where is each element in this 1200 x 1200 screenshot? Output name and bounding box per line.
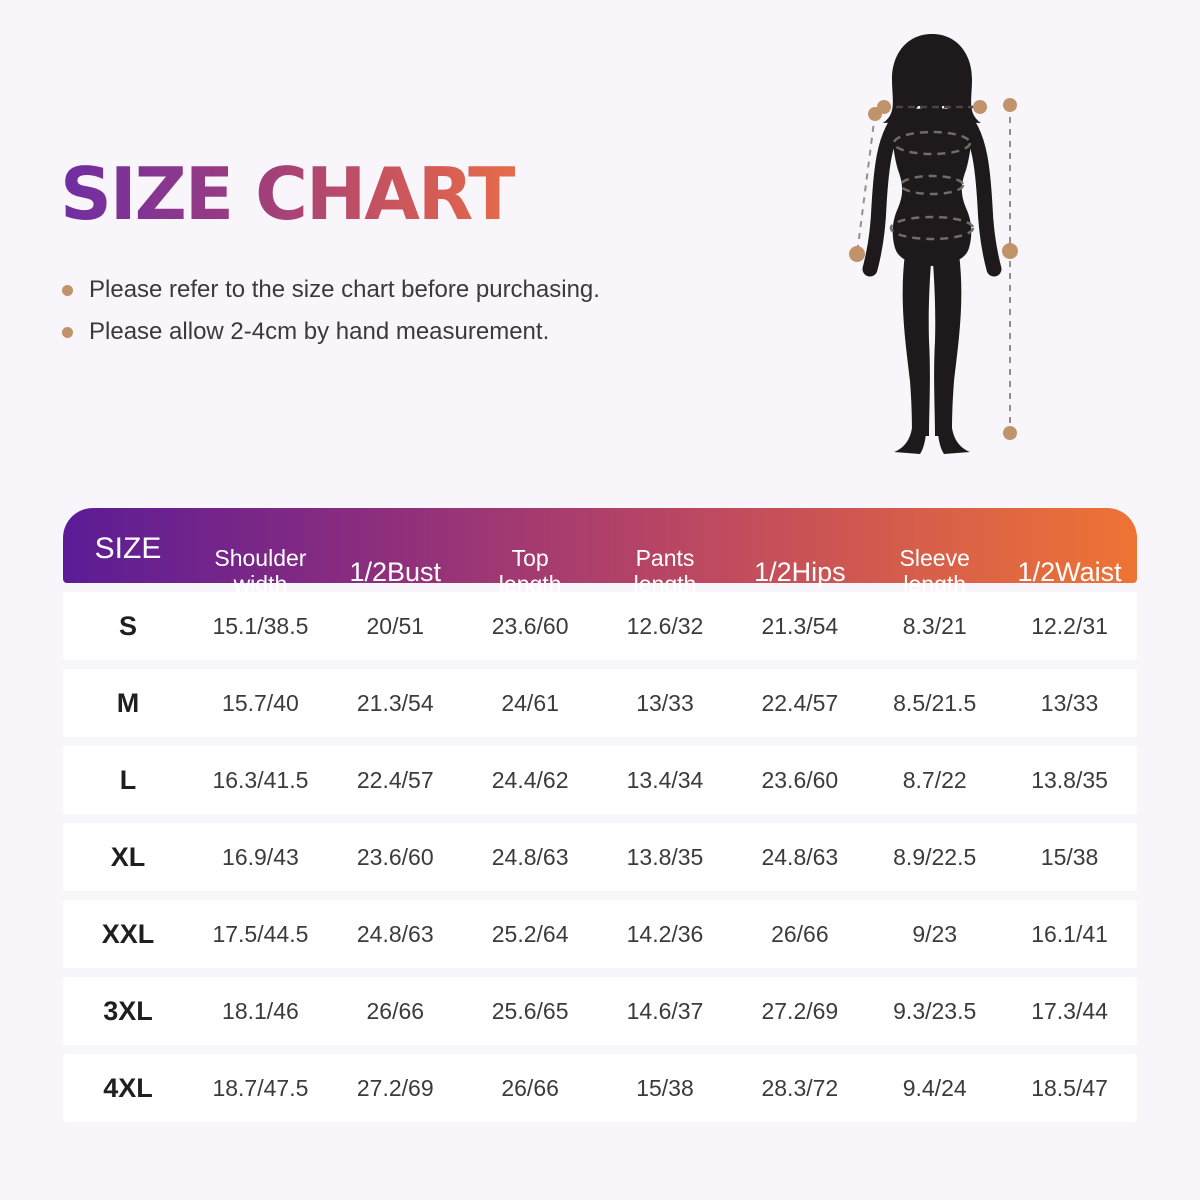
cell: 9/23 bbox=[912, 920, 958, 947]
cell: 15.7/40 bbox=[222, 689, 299, 716]
bust-measure-ellipse bbox=[892, 130, 972, 156]
note-item: Please refer to the size chart before pu… bbox=[62, 276, 600, 304]
cell: 12.6/32 bbox=[626, 612, 704, 639]
notes-list: Please refer to the size chart before pu… bbox=[62, 276, 600, 360]
size-label: XL bbox=[110, 841, 146, 872]
cell: 15.1/38.5 bbox=[212, 612, 309, 639]
cell: 13/33 bbox=[1040, 689, 1099, 716]
cell: 24.8/63 bbox=[491, 843, 569, 870]
cell: 13.4/34 bbox=[626, 766, 704, 793]
table-header-row: SIZE (in/cm) Shoulder width 1/2Bust Top … bbox=[63, 508, 1137, 609]
table-row-3xl: 3XL 18.1/46 26/66 25.6/65 14.6/37 27.2/6… bbox=[63, 977, 1137, 1045]
column-header-pants-length: Pants length bbox=[633, 545, 697, 597]
cell: 27.2/69 bbox=[356, 1074, 434, 1101]
cell: 27.2/69 bbox=[761, 997, 839, 1024]
table-row-4xl: 4XL 18.7/47.5 27.2/69 26/66 15/38 28.3/7… bbox=[63, 1054, 1137, 1122]
cell: 16.3/41.5 bbox=[212, 766, 309, 793]
size-label: S bbox=[118, 610, 137, 641]
cell: 26/66 bbox=[366, 997, 425, 1024]
cell: 26/66 bbox=[501, 1074, 559, 1101]
cell: 18.7/47.5 bbox=[212, 1074, 309, 1101]
cell: 14.6/37 bbox=[626, 997, 704, 1024]
table-row-xxl: XXL 17.5/44.5 24.8/63 25.2/64 14.2/36 26… bbox=[63, 900, 1137, 968]
cell: 15/38 bbox=[636, 1074, 694, 1101]
cell: 24/61 bbox=[501, 689, 559, 716]
cell: 23.6/60 bbox=[491, 612, 569, 639]
size-label: M bbox=[116, 687, 140, 718]
cell: 24.8/63 bbox=[761, 843, 839, 870]
cell: 16.9/43 bbox=[222, 843, 299, 870]
cell: 23.6/60 bbox=[761, 766, 839, 793]
page-title: SIZE CHART bbox=[60, 152, 517, 236]
column-header-half-hips: 1/2Hips bbox=[754, 556, 846, 587]
cell: 14.2/36 bbox=[626, 920, 704, 947]
cell: 26/66 bbox=[771, 920, 829, 947]
column-header-sleeve-length: Sleeve length bbox=[899, 545, 970, 597]
table-row-l: L 16.3/41.5 22.4/57 24.4/62 13.4/34 23.6… bbox=[63, 746, 1137, 814]
cell: 9.3/23.5 bbox=[893, 997, 977, 1024]
cell: 18.5/47 bbox=[1031, 1074, 1108, 1101]
cell: 17.3/44 bbox=[1031, 997, 1108, 1024]
cell: 25.2/64 bbox=[491, 920, 569, 947]
table-row-m: M 15.7/40 21.3/54 24/61 13/33 22.4/57 8.… bbox=[63, 669, 1137, 737]
measurement-guides bbox=[849, 98, 1018, 440]
column-header-size: SIZE (in/cm) bbox=[94, 531, 162, 609]
cell: 8.7/22 bbox=[902, 766, 967, 793]
cell: 13.8/35 bbox=[626, 843, 704, 870]
female-body-silhouette bbox=[849, 34, 1018, 454]
table-row-xl: XL 16.9/43 23.6/60 24.8/63 13.8/35 24.8/… bbox=[63, 823, 1137, 891]
cell: 28.3/72 bbox=[761, 1074, 839, 1101]
size-label: L bbox=[119, 764, 137, 795]
column-header-shoulder-width: Shoulder width bbox=[214, 545, 307, 597]
cell: 24.8/63 bbox=[356, 920, 434, 947]
size-label: XXL bbox=[101, 918, 155, 949]
size-label: 3XL bbox=[103, 995, 153, 1026]
body-silhouette bbox=[862, 34, 1002, 454]
cell: 17.5/44.5 bbox=[212, 920, 309, 947]
cell: 12.2/31 bbox=[1031, 612, 1108, 639]
cell: 8.9/22.5 bbox=[893, 843, 977, 870]
waist-measure-ellipse bbox=[899, 174, 965, 196]
column-header-half-bust: 1/2Bust bbox=[349, 556, 442, 587]
bullet-dot-icon bbox=[62, 326, 73, 338]
cell: 8.5/21.5 bbox=[893, 689, 977, 716]
note-item: Please allow 2-4cm by hand measurement. bbox=[62, 318, 600, 346]
measure-dots bbox=[849, 98, 1018, 440]
bullet-dot-icon bbox=[62, 284, 73, 296]
table-row-s: S 15.1/38.5 20/51 23.6/60 12.6/32 21.3/5… bbox=[63, 592, 1137, 660]
cell: 23.6/60 bbox=[356, 843, 434, 870]
cell: 25.6/65 bbox=[491, 997, 569, 1024]
size-table: SIZE (in/cm) Shoulder width 1/2Bust Top … bbox=[63, 508, 1137, 1122]
note-text: Please refer to the size chart before pu… bbox=[89, 276, 600, 303]
cell: 20/51 bbox=[366, 612, 425, 639]
cell: 16.1/41 bbox=[1031, 920, 1108, 947]
note-text: Please allow 2-4cm by hand measurement. bbox=[89, 318, 550, 345]
cell: 8.3/21 bbox=[902, 612, 967, 639]
cell: 21.3/54 bbox=[761, 612, 839, 639]
hip-measure-ellipse bbox=[889, 215, 975, 241]
column-header-half-waist: 1/2Waist bbox=[1017, 556, 1122, 587]
cell: 22.4/57 bbox=[761, 689, 839, 716]
cell: 18.1/46 bbox=[222, 997, 299, 1024]
column-header-top-length: Top length bbox=[498, 545, 562, 597]
cell: 22.4/57 bbox=[356, 766, 434, 793]
cell: 13/33 bbox=[636, 689, 694, 716]
cell: 15/38 bbox=[1040, 843, 1099, 870]
cell: 24.4/62 bbox=[491, 766, 569, 793]
cell: 9.4/24 bbox=[902, 1074, 967, 1101]
size-label: 4XL bbox=[103, 1072, 153, 1103]
cell: 13.8/35 bbox=[1031, 766, 1108, 793]
cell: 21.3/54 bbox=[356, 689, 434, 716]
